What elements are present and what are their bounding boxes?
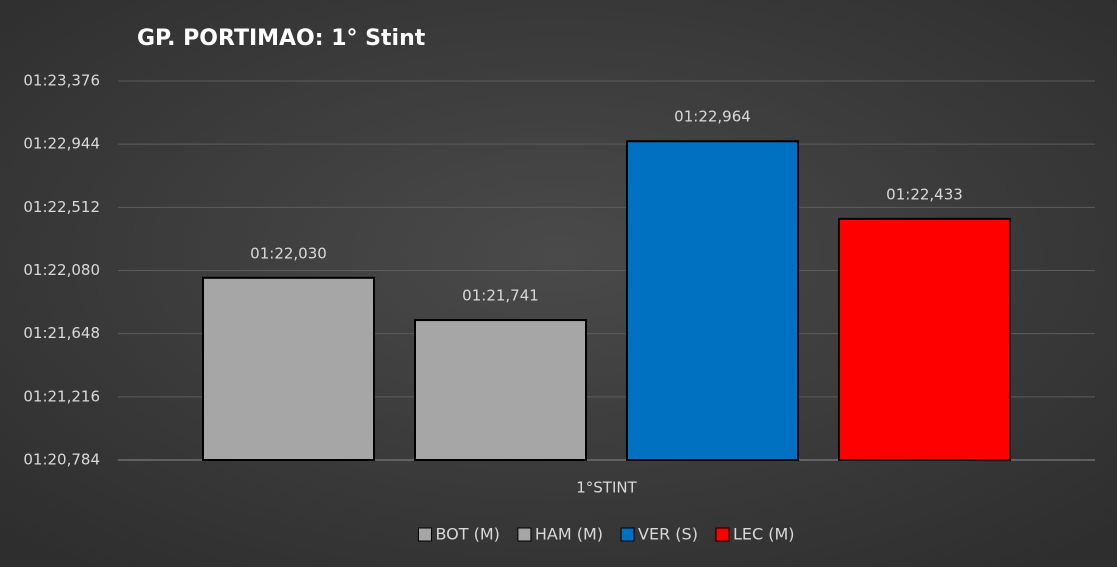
bar [626,140,799,461]
bar [202,276,375,461]
y-tick-label: 01:23,376 [23,72,100,90]
legend-swatch [517,527,532,542]
y-tick-label: 01:22,512 [23,198,100,216]
value-label: 01:22,433 [886,185,963,203]
legend-label: HAM (M) [535,525,603,544]
legend-swatch [417,527,432,542]
y-tick-label: 01:21,216 [23,387,100,405]
value-label: 01:21,741 [462,287,539,305]
y-tick-label: 01:21,648 [23,324,100,342]
y-tick-label: 01:20,784 [23,451,100,469]
y-tick-label: 01:22,080 [23,261,100,279]
legend-label: LEC (M) [733,525,795,544]
legend-label: VER (S) [638,525,698,544]
legend-label: BOT (M) [435,525,499,544]
legend-swatch [620,527,635,542]
y-tick-label: 01:22,944 [23,135,100,153]
value-label: 01:22,964 [674,108,751,126]
value-label: 01:22,030 [250,244,327,262]
x-tick-label: 1°STINT [576,479,637,497]
bar [838,217,1011,461]
legend-swatch [715,527,730,542]
chart-title: GP. PORTIMAO: 1° Stint [137,26,426,51]
bar [414,319,587,462]
